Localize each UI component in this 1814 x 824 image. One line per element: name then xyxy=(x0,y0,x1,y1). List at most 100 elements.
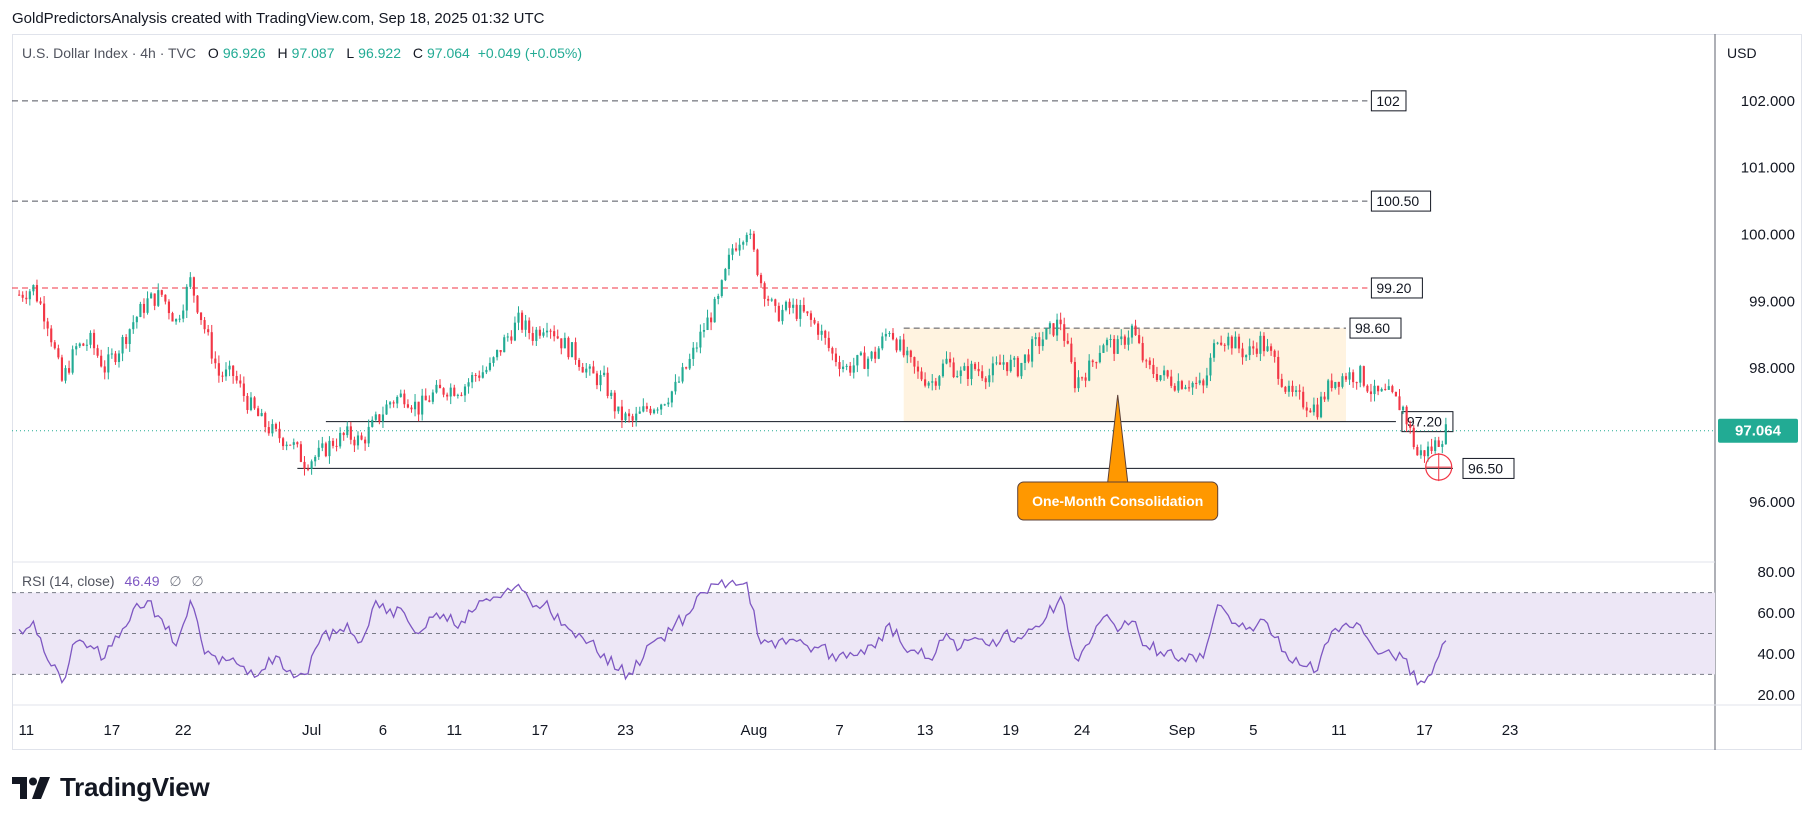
candle-body[interactable] xyxy=(132,322,135,330)
candle-body[interactable] xyxy=(759,274,763,284)
candle-body[interactable] xyxy=(688,358,691,369)
candle-body[interactable] xyxy=(150,293,153,299)
candle-body[interactable] xyxy=(103,366,106,373)
candle-body[interactable] xyxy=(228,365,231,370)
candle-body[interactable] xyxy=(1348,372,1351,380)
candle-body[interactable] xyxy=(78,343,81,347)
candle-body[interactable] xyxy=(1398,396,1401,411)
candle-body[interactable] xyxy=(1202,380,1205,386)
candle-body[interactable] xyxy=(92,332,96,349)
candle-body[interactable] xyxy=(891,333,895,340)
candle-body[interactable] xyxy=(424,395,427,401)
candle-body[interactable] xyxy=(1070,343,1073,362)
candle-body[interactable] xyxy=(1444,424,1447,445)
candle-body[interactable] xyxy=(1006,362,1009,372)
candle-body[interactable] xyxy=(267,427,270,434)
candle-body[interactable] xyxy=(1384,388,1387,390)
candle-body[interactable] xyxy=(182,310,185,319)
candle-body[interactable] xyxy=(913,357,916,367)
candle-body[interactable] xyxy=(752,233,755,250)
candle-body[interactable] xyxy=(777,305,780,322)
candle-body[interactable] xyxy=(784,301,788,310)
candle-body[interactable] xyxy=(1220,342,1223,345)
candle-body[interactable] xyxy=(1130,325,1134,338)
candle-body[interactable] xyxy=(1045,328,1048,340)
candle-body[interactable] xyxy=(1013,357,1016,360)
candle-body[interactable] xyxy=(1088,360,1091,381)
candle-body[interactable] xyxy=(449,387,452,397)
candle-body[interactable] xyxy=(973,363,977,369)
candle-body[interactable] xyxy=(520,312,524,330)
candle-body[interactable] xyxy=(1198,380,1201,384)
candle-body[interactable] xyxy=(738,244,741,251)
candle-body[interactable] xyxy=(838,362,841,369)
candle-body[interactable] xyxy=(513,322,516,341)
candle-body[interactable] xyxy=(1105,339,1109,346)
candle-body[interactable] xyxy=(542,332,545,336)
candle-body[interactable] xyxy=(32,285,35,292)
candle-body[interactable] xyxy=(153,293,156,306)
candle-body[interactable] xyxy=(53,342,56,349)
candle-body[interactable] xyxy=(207,329,210,333)
candle-body[interactable] xyxy=(528,320,531,334)
candle-body[interactable] xyxy=(674,381,677,392)
candle-body[interactable] xyxy=(809,313,813,320)
candle-body[interactable] xyxy=(817,323,820,335)
candle-body[interactable] xyxy=(1305,407,1308,411)
candle-body[interactable] xyxy=(1155,374,1159,381)
candle-body[interactable] xyxy=(381,414,385,422)
callout-box[interactable] xyxy=(1017,481,1219,521)
candle-body[interactable] xyxy=(1270,346,1273,351)
candle-body[interactable] xyxy=(813,319,816,324)
candle-body[interactable] xyxy=(1259,335,1262,354)
candle-body[interactable] xyxy=(731,248,734,255)
candle-body[interactable] xyxy=(1195,382,1198,384)
candle-body[interactable] xyxy=(1262,335,1266,352)
candle-body[interactable] xyxy=(916,366,920,372)
candle-body[interactable] xyxy=(1327,380,1330,400)
candle-body[interactable] xyxy=(706,317,709,331)
candle-body[interactable] xyxy=(1109,338,1112,340)
candle-body[interactable] xyxy=(1216,342,1219,344)
candle-body[interactable] xyxy=(535,329,538,341)
candle-body[interactable] xyxy=(1416,446,1419,456)
candle-body[interactable] xyxy=(1341,376,1344,387)
candle-body[interactable] xyxy=(282,438,285,447)
candle-body[interactable] xyxy=(806,311,809,314)
candle-body[interactable] xyxy=(1291,385,1294,392)
candle-body[interactable] xyxy=(1113,338,1116,354)
candle-body[interactable] xyxy=(392,402,395,404)
candle-body[interactable] xyxy=(96,348,99,356)
candle-body[interactable] xyxy=(710,317,713,323)
candle-body[interactable] xyxy=(945,358,948,364)
candle-body[interactable] xyxy=(866,358,870,369)
candle-body[interactable] xyxy=(1255,348,1258,354)
candle-body[interactable] xyxy=(117,353,121,363)
candle-body[interactable] xyxy=(1091,360,1094,363)
candle-body[interactable] xyxy=(1316,404,1319,418)
candle-body[interactable] xyxy=(567,337,570,358)
candle-body[interactable] xyxy=(524,320,527,330)
candle-body[interactable] xyxy=(899,339,902,351)
candle-body[interactable] xyxy=(588,366,591,369)
candle-body[interactable] xyxy=(89,332,92,345)
candle-body[interactable] xyxy=(1330,380,1333,389)
candle-body[interactable] xyxy=(257,408,260,417)
candle-body[interactable] xyxy=(1437,440,1440,447)
candle-body[interactable] xyxy=(570,342,574,358)
candle-body[interactable] xyxy=(763,283,766,299)
candle-body[interactable] xyxy=(175,319,178,322)
candle-body[interactable] xyxy=(317,447,320,457)
candle-body[interactable] xyxy=(239,380,242,384)
candle-body[interactable] xyxy=(963,366,966,371)
candle-body[interactable] xyxy=(927,382,930,386)
candle-body[interactable] xyxy=(1173,385,1176,391)
candle-body[interactable] xyxy=(560,338,563,349)
candle-body[interactable] xyxy=(442,388,445,395)
candle-body[interactable] xyxy=(57,348,60,358)
candle-body[interactable] xyxy=(956,376,959,378)
candle-body[interactable] xyxy=(834,353,838,363)
candle-body[interactable] xyxy=(1284,386,1287,392)
candle-body[interactable] xyxy=(1359,366,1362,383)
